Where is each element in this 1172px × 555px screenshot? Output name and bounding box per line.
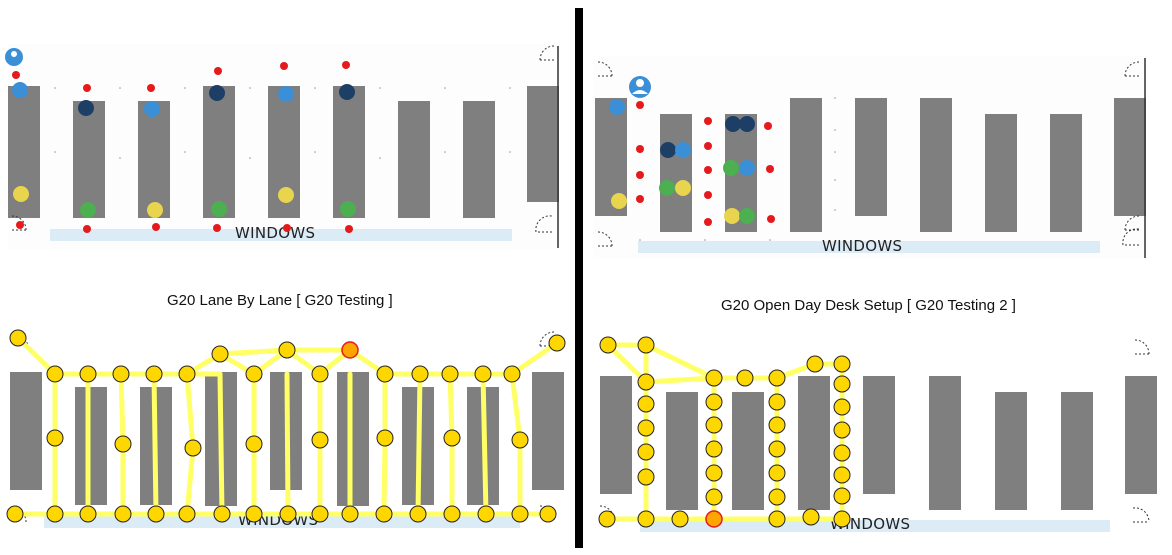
window-label: WINDOWS: [235, 224, 316, 242]
door-swing-icon: [11, 45, 1150, 523]
desk: [398, 101, 430, 218]
panel-divider: [575, 8, 583, 548]
desk: [138, 101, 170, 218]
desk: [790, 98, 822, 232]
caption-lane-by-lane: G20 Lane By Lane [ G20 Testing ]: [167, 292, 393, 309]
desk: [333, 86, 365, 218]
desk: [75, 387, 107, 505]
highlighted-waypoint: [705, 510, 723, 528]
desk: [463, 101, 495, 218]
highlighted-waypoint: [341, 341, 359, 359]
desk: [527, 86, 559, 202]
waypoint-group: [598, 336, 851, 528]
desk: [666, 392, 698, 510]
desk: [920, 98, 952, 232]
window-strip: [640, 520, 1110, 532]
window-strip: [50, 229, 512, 241]
red-marker-group: [636, 101, 775, 226]
person-icon: [5, 48, 23, 66]
person-marker-group: [609, 99, 755, 224]
desk: [1061, 392, 1093, 510]
red-marker-group: [12, 61, 353, 233]
desk: [532, 372, 564, 490]
grid-dots: [54, 87, 836, 241]
desk: [600, 376, 632, 494]
desk: [660, 114, 692, 232]
desk: [985, 114, 1017, 232]
window-strip: [44, 516, 520, 528]
desk: [1114, 98, 1146, 216]
desk: [732, 392, 764, 510]
desk: [10, 372, 42, 490]
desk: [798, 376, 830, 510]
desk: [337, 372, 369, 506]
desk: [73, 101, 105, 218]
window-label: WINDOWS: [822, 237, 903, 255]
person-icon: [629, 76, 651, 98]
desk: [995, 392, 1027, 510]
desk: [855, 98, 887, 216]
caption-open-day: G20 Open Day Desk Setup [ G20 Testing 2 …: [721, 297, 1016, 314]
waypoint-group: [6, 329, 566, 523]
desk: [929, 376, 961, 510]
desk: [863, 376, 895, 494]
desk: [1050, 114, 1082, 232]
person-marker-group: [12, 82, 356, 218]
desk: [1125, 376, 1157, 494]
walking-path: [12, 335, 560, 517]
window-strip: [638, 241, 1100, 253]
desk: [203, 86, 235, 218]
